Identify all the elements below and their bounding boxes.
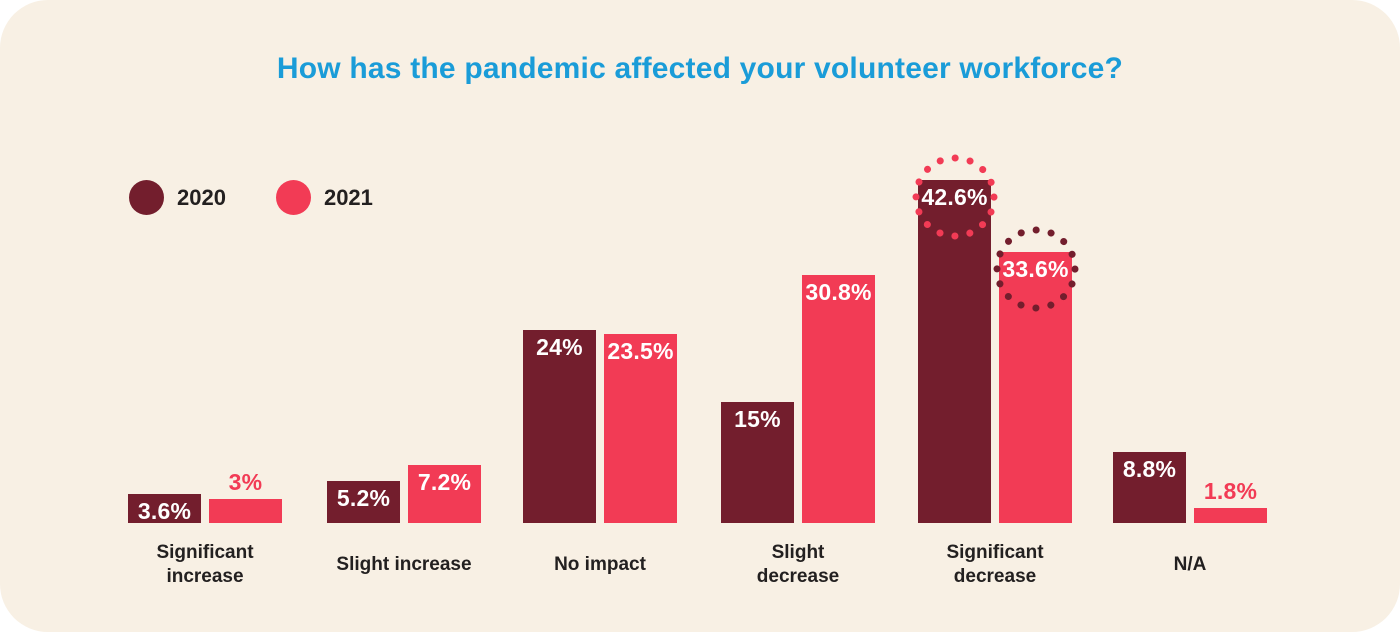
bar-2020-significant-decrease: 42.6% [918,180,991,523]
bar-2021-significant-decrease: 33.6% [999,252,1072,523]
bar-2020-slight-decrease: 15% [721,402,794,523]
data-label-2020-slight-decrease: 15% [734,406,781,432]
chart-title: How has the pandemic affected your volun… [276,52,1124,85]
bar-2021-n-a [1194,508,1267,523]
category-label-slight-decrease: Slight decrease [756,542,840,587]
category-label-significant-increase: Significant increase [156,542,254,587]
legend-item-2020: 2020 [129,180,226,215]
data-label-2020-significant-decrease: 42.6% [921,184,988,210]
data-label-2020-slight-increase: 5.2% [336,485,391,511]
data-label-2020-significant-increase: 3.6% [137,498,192,524]
bar-2021-slight-increase: 7.2% [408,465,481,523]
bar-2021-no-impact: 23.5% [604,334,677,523]
data-label-2021-significant-decrease: 33.6% [1002,256,1069,282]
legend-swatch-2021-icon [275,180,311,215]
data-label-2021-significant-increase: 3% [228,469,263,495]
bar-2020-slight-increase: 5.2% [327,481,400,523]
bar-2020-significant-increase: 3.6% [128,494,201,524]
bar-2021-significant-increase [209,499,282,523]
data-label-2021-no-impact: 23.5% [607,338,674,364]
data-label-2021-slight-increase: 7.2% [417,469,472,495]
bar-2020-no-impact: 24% [523,330,596,523]
data-label-2020-no-impact: 24% [536,334,583,360]
data-label-2021-slight-decrease: 30.8% [805,279,872,305]
legend-item-2021: 2021 [275,180,373,215]
data-label-2020-n-a: 8.8% [1122,456,1177,482]
category-label-significant-decrease: Significant decrease [946,542,1044,587]
legend: 2020 2021 [129,180,373,215]
bar-2021-slight-decrease: 30.8% [802,275,875,523]
category-label-no-impact: No impact [554,554,646,575]
legend-swatch-2020-icon [129,180,164,215]
category-label-slight-increase: Slight increase [336,554,472,575]
legend-label-2020: 2020 [177,184,226,210]
category-label-n-a: N/A [1173,554,1207,575]
legend-label-2021: 2021 [323,184,373,210]
data-label-2021-n-a: 1.8% [1203,478,1258,504]
bar-2020-n-a: 8.8% [1113,452,1186,523]
